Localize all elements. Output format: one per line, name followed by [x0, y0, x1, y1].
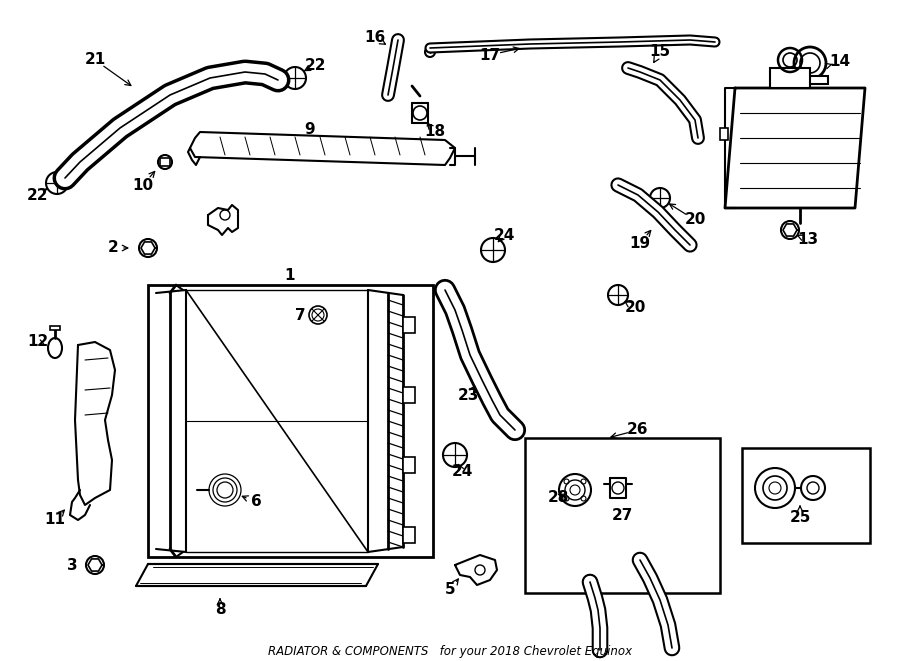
Text: 27: 27: [611, 508, 633, 522]
Bar: [403, 317, 415, 333]
Polygon shape: [136, 564, 378, 586]
Text: 2: 2: [108, 241, 119, 256]
Text: 12: 12: [27, 334, 49, 350]
Text: 13: 13: [797, 233, 819, 247]
Text: 10: 10: [132, 178, 154, 192]
Bar: [742, 448, 870, 543]
Text: 5: 5: [445, 582, 455, 598]
Text: 7: 7: [294, 307, 305, 323]
Bar: [720, 128, 728, 140]
Bar: [50, 326, 60, 330]
Polygon shape: [725, 88, 865, 208]
Text: 22: 22: [304, 58, 326, 73]
Text: 11: 11: [44, 512, 66, 527]
Bar: [403, 387, 415, 403]
Text: RADIATOR & COMPONENTS   for your 2018 Chevrolet Equinox: RADIATOR & COMPONENTS for your 2018 Chev…: [268, 644, 632, 658]
Text: 22: 22: [26, 188, 48, 202]
Bar: [792, 76, 828, 84]
Polygon shape: [190, 132, 455, 165]
Text: 21: 21: [85, 52, 105, 67]
Text: 1: 1: [284, 268, 295, 282]
Text: 18: 18: [425, 124, 446, 139]
Polygon shape: [610, 478, 626, 498]
Polygon shape: [208, 205, 238, 235]
Text: 24: 24: [451, 465, 472, 479]
Text: 9: 9: [305, 122, 315, 137]
Bar: [160, 158, 170, 166]
Bar: [403, 527, 415, 543]
Text: 6: 6: [250, 494, 261, 510]
Bar: [525, 438, 720, 593]
Text: 19: 19: [629, 235, 651, 251]
Bar: [770, 68, 810, 88]
Text: 25: 25: [789, 510, 811, 525]
Text: 28: 28: [547, 490, 569, 506]
Bar: [403, 457, 415, 473]
Text: 16: 16: [364, 30, 385, 46]
Text: 3: 3: [67, 557, 77, 572]
Text: 20: 20: [625, 301, 645, 315]
Text: 17: 17: [480, 48, 500, 63]
Text: 24: 24: [493, 227, 515, 243]
Text: 20: 20: [684, 212, 706, 227]
Text: 14: 14: [830, 54, 850, 69]
Text: 26: 26: [627, 422, 649, 438]
Text: 23: 23: [457, 387, 479, 403]
Bar: [148, 285, 433, 557]
Text: 15: 15: [650, 44, 670, 59]
Polygon shape: [75, 342, 115, 505]
Text: 8: 8: [215, 602, 225, 617]
Polygon shape: [455, 555, 497, 585]
